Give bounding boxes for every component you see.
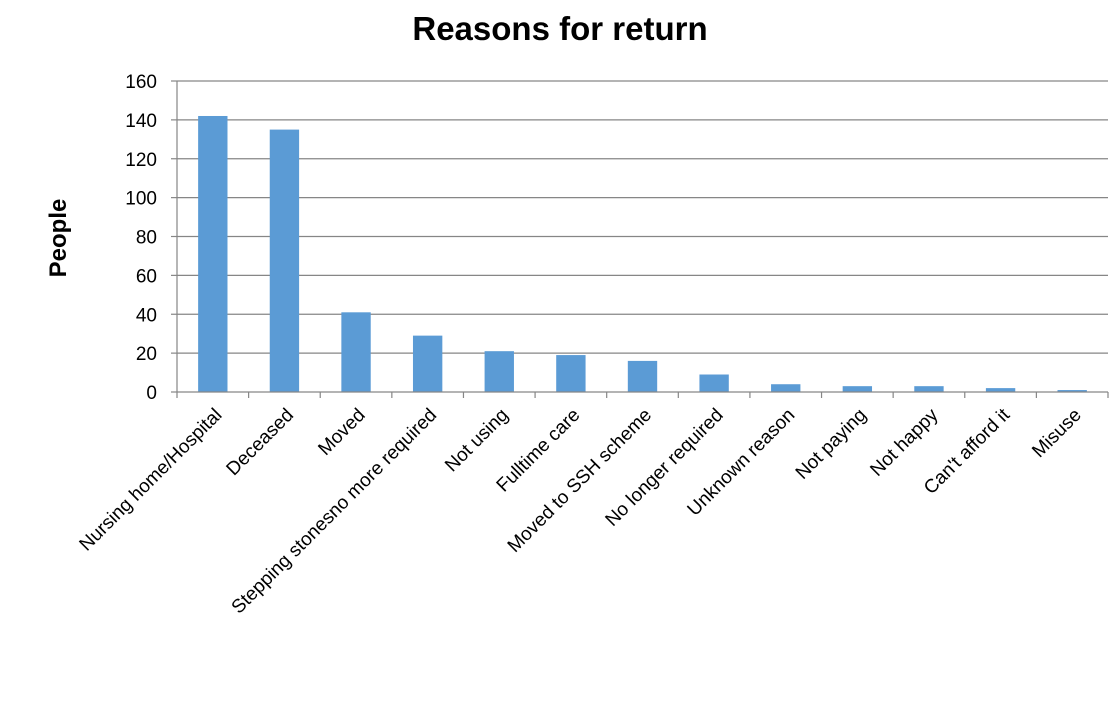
chart-title: Reasons for return	[412, 10, 707, 47]
bar	[699, 374, 729, 392]
y-axis-label: People	[45, 199, 72, 278]
y-tick-label: 40	[136, 305, 157, 326]
x-category-label: Not using	[441, 405, 513, 477]
x-category-label: Not paying	[792, 405, 871, 484]
bar	[985, 388, 1016, 392]
y-tick-label: 100	[125, 189, 157, 210]
gridlines	[177, 80, 1108, 354]
bar	[1057, 390, 1087, 392]
y-tick-label: 140	[125, 111, 157, 132]
y-tick-labels: 0 20 40 60 80 100 120 140 160	[125, 72, 157, 404]
y-tick-label: 60	[136, 266, 157, 287]
y-tick-label: 80	[136, 228, 157, 249]
bar	[484, 351, 514, 392]
bar	[198, 115, 228, 393]
bar	[412, 335, 443, 392]
x-category-label: Moved to SSH scheme	[504, 405, 656, 557]
x-category-label: Misuse	[1028, 405, 1085, 462]
x-category-label: Nursing home/Hospital	[76, 405, 227, 556]
axes	[171, 80, 1109, 398]
bar	[842, 386, 873, 392]
bar	[627, 360, 658, 392]
x-category-label: Deceased	[223, 405, 298, 480]
bar	[269, 129, 300, 392]
bar	[341, 312, 371, 392]
x-category-label: Not happy	[866, 404, 942, 480]
bar	[914, 386, 944, 392]
bar	[556, 355, 586, 392]
x-category-label: No longer required	[602, 405, 728, 531]
x-category-label: Moved	[314, 405, 369, 460]
bar	[771, 384, 801, 392]
y-tick-label: 120	[125, 150, 157, 171]
y-tick-label: 160	[125, 72, 157, 93]
y-tick-label: 20	[136, 344, 157, 365]
bars	[198, 115, 1087, 393]
y-tick-label: 0	[146, 383, 157, 404]
